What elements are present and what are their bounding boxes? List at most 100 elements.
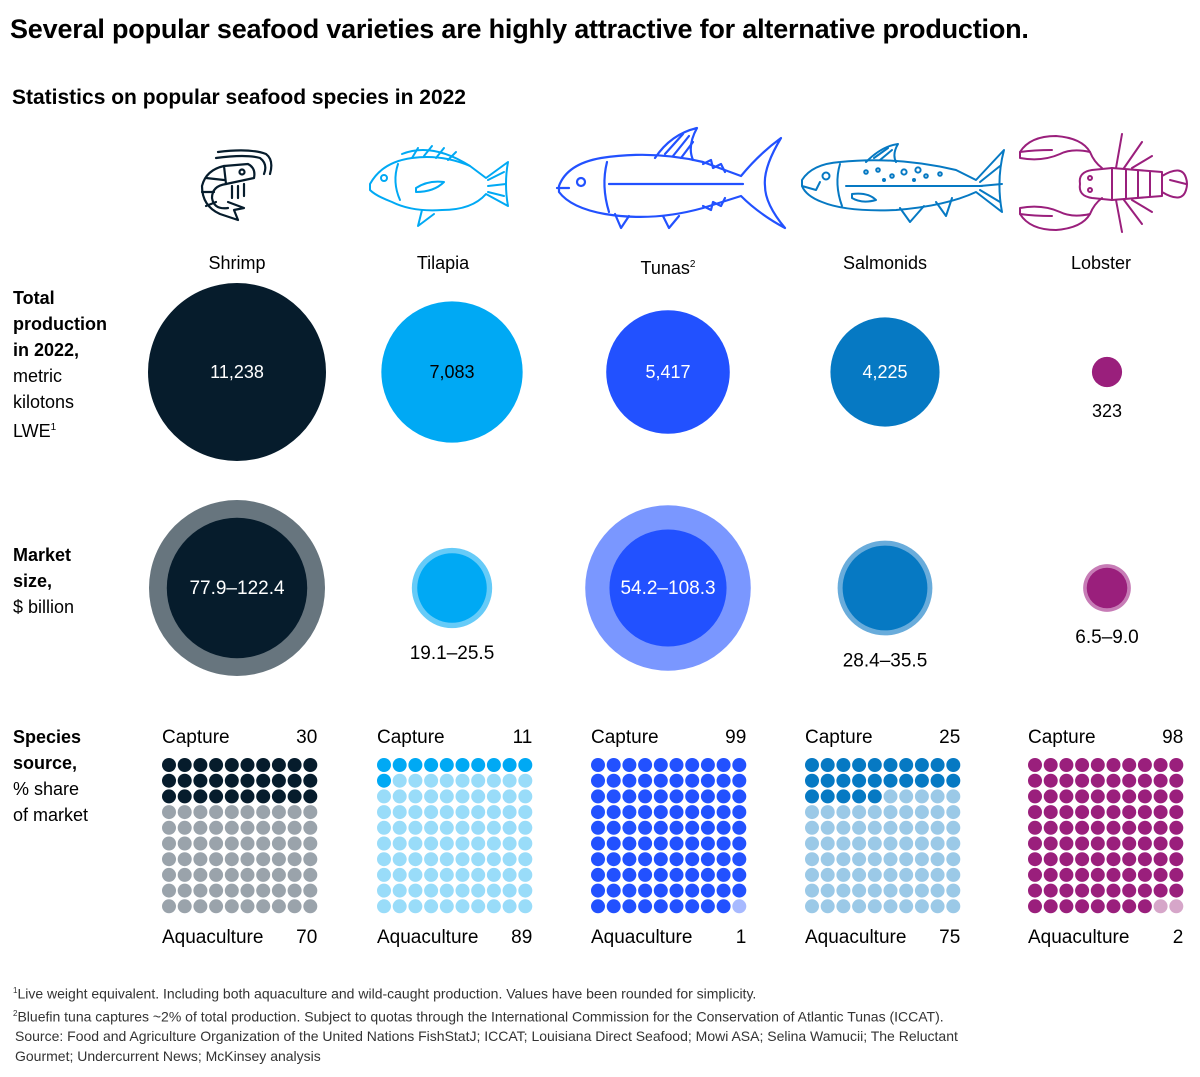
market-bubble-low-tilapia (417, 553, 487, 623)
waffle-dot-capture-salmonids (930, 758, 945, 772)
waffle-dot-capture-shrimp (209, 758, 224, 772)
market-bubble-low-shrimp (166, 517, 308, 659)
species-name-lobster-text: Lobster (1070, 253, 1132, 273)
waffle-dot-aquaculture-salmonids (852, 867, 867, 882)
waffle-dot-aquaculture-shrimp (240, 805, 255, 820)
waffle-dot-aquaculture-tilapia (439, 773, 454, 788)
waffle-dot-aquaculture-salmonids (899, 899, 914, 914)
waffle-dot-aquaculture-tilapia (518, 789, 533, 804)
waffle-dot-capture-tunas (591, 836, 605, 851)
waffle-dot-capture-lobster (1090, 852, 1105, 867)
row-label-production-bold-2: production (13, 314, 107, 334)
waffle-dot-aquaculture-salmonids (883, 852, 898, 867)
production-label-salmonids: 4,225 (862, 362, 907, 382)
waffle-dot-capture-tunas (700, 758, 715, 772)
waffle-dot-capture-tilapia (502, 758, 517, 772)
waffle-dot-capture-lobster (1137, 836, 1152, 851)
waffle-dot-capture-tunas (653, 883, 668, 898)
waffle-dot-aquaculture-tilapia (455, 805, 470, 820)
waffle-dot-aquaculture-salmonids (930, 820, 945, 835)
waffle-dot-capture-tunas (622, 899, 637, 914)
waffle-dot-capture-tunas (732, 805, 747, 820)
species-name-tunas-text: Tunas (640, 258, 690, 278)
waffle-dot-aquaculture-shrimp (193, 805, 208, 820)
waffle-dot-capture-tunas (591, 852, 605, 867)
aquaculture-label-salmonids: Aquaculture (805, 927, 906, 948)
waffle-dot-aquaculture-shrimp (177, 867, 192, 882)
waffle-dot-capture-lobster (1075, 899, 1090, 914)
waffle-dot-capture-tunas (732, 883, 747, 898)
waffle-dot-capture-lobster (1090, 867, 1105, 882)
waffle-dot-aquaculture-salmonids (914, 789, 929, 804)
waffle-dot-aquaculture-shrimp (224, 899, 239, 914)
waffle-dot-capture-shrimp (177, 773, 192, 788)
waffle-dot-capture-lobster (1090, 805, 1105, 820)
waffle-dot-capture-lobster (1137, 899, 1152, 914)
waffle-dot-capture-tunas (653, 820, 668, 835)
waffle-dot-capture-tunas (591, 773, 605, 788)
waffle-dot-capture-lobster (1122, 899, 1137, 914)
waffle-dot-aquaculture-tilapia (377, 883, 391, 898)
waffle-dot-aquaculture-shrimp (287, 867, 302, 882)
waffle-dot-aquaculture-salmonids (930, 883, 945, 898)
waffle-dot-capture-tunas (606, 805, 621, 820)
waffle-dot-aquaculture-shrimp (177, 820, 192, 835)
waffle-dot-capture-tunas (685, 805, 700, 820)
waffle-dot-capture-lobster (1043, 758, 1058, 772)
waffle-dot-capture-lobster (1169, 820, 1184, 835)
waffle-dot-capture-lobster (1137, 852, 1152, 867)
waffle-dot-capture-lobster (1169, 773, 1184, 788)
waffle-dot-aquaculture-shrimp (271, 820, 286, 835)
waffle-dot-capture-lobster (1028, 867, 1042, 882)
waffle-dot-capture-tunas (638, 773, 653, 788)
waffle-dot-capture-lobster (1122, 883, 1137, 898)
waffle-dot-aquaculture-tilapia (486, 867, 501, 882)
waffle-dot-capture-lobster (1137, 805, 1152, 820)
waffle-dot-capture-lobster (1122, 820, 1137, 835)
waffle-dot-capture-tunas (591, 805, 605, 820)
waffle-dot-aquaculture-shrimp (256, 899, 271, 914)
waffle-dot-aquaculture-tilapia (455, 836, 470, 851)
waffle-dot-aquaculture-salmonids (820, 883, 835, 898)
waffle-dot-aquaculture-salmonids (852, 883, 867, 898)
waffle-dot-capture-tunas (716, 899, 731, 914)
waffle-dot-aquaculture-salmonids (805, 836, 819, 851)
waffle-dot-capture-salmonids (836, 773, 851, 788)
waffle-dot-capture-lobster (1090, 836, 1105, 851)
waffle-dot-capture-tunas (591, 867, 605, 882)
waffle-dot-capture-tunas (700, 805, 715, 820)
waffle-dot-aquaculture-salmonids (899, 852, 914, 867)
waffle-dot-aquaculture-tilapia (518, 852, 533, 867)
waffle-dot-capture-lobster (1153, 789, 1168, 804)
waffle-dot-aquaculture-shrimp (162, 867, 176, 882)
waffle-dot-aquaculture-shrimp (209, 820, 224, 835)
waffle-dot-capture-tunas (716, 867, 731, 882)
waffle-dot-aquaculture-salmonids (805, 805, 819, 820)
row-label-production-lwe: LWE (13, 421, 51, 441)
waffle-dot-aquaculture-tilapia (439, 805, 454, 820)
waffle-dot-capture-lobster (1059, 883, 1074, 898)
waffle-dot-capture-shrimp (303, 758, 318, 772)
waffle-dot-capture-tunas (606, 852, 621, 867)
capture-value-lobster: 98 (1162, 727, 1183, 748)
waffle-dot-capture-salmonids (805, 758, 819, 772)
waffle-dot-aquaculture-salmonids (852, 836, 867, 851)
waffle-dot-capture-tilapia (377, 773, 391, 788)
waffle-dot-aquaculture-salmonids (883, 820, 898, 835)
waffle-dot-capture-lobster (1059, 867, 1074, 882)
waffle-dot-aquaculture-salmonids (867, 867, 882, 882)
waffle-dot-capture-tunas (732, 867, 747, 882)
waffle-dot-aquaculture-shrimp (209, 852, 224, 867)
waffle-dot-aquaculture-salmonids (820, 867, 835, 882)
waffle-dot-capture-lobster (1106, 836, 1121, 851)
waffle-dot-aquaculture-tilapia (502, 820, 517, 835)
waffle-dot-capture-tunas (716, 836, 731, 851)
row-label-market-bold-1: Market (13, 545, 72, 565)
species-name-tilapia: Tilapia (343, 253, 543, 274)
waffle-dot-aquaculture-salmonids (836, 805, 851, 820)
waffle-dot-aquaculture-salmonids (836, 883, 851, 898)
waffle-dot-aquaculture-tilapia (471, 836, 486, 851)
market-label-salmonids: 28.4–35.5 (843, 650, 928, 671)
waffle-dot-aquaculture-tilapia (502, 789, 517, 804)
waffle-dot-capture-lobster (1043, 789, 1058, 804)
